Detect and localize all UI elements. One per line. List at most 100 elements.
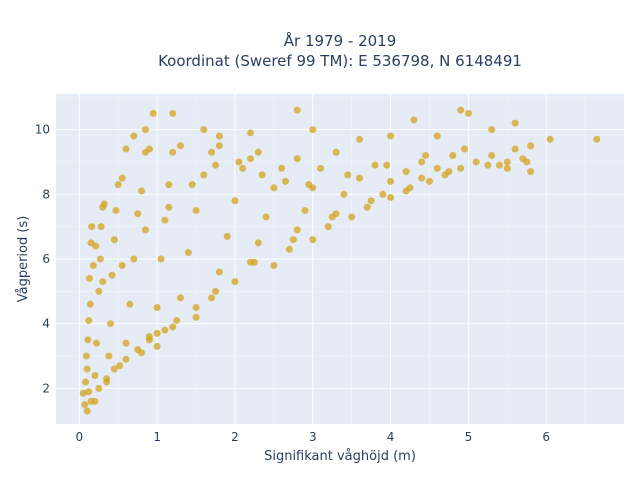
data-point-0-104 <box>247 129 255 137</box>
data-point-0-98 <box>130 132 138 140</box>
data-point-0-125 <box>87 397 95 405</box>
data-point-0-82 <box>402 168 410 176</box>
data-point-0-11 <box>92 339 100 347</box>
data-point-0-155 <box>305 181 313 189</box>
data-point-0-20 <box>108 271 116 279</box>
data-point-0-18 <box>105 352 113 360</box>
data-point-0-93 <box>488 151 496 159</box>
data-point-0-16 <box>100 200 108 208</box>
data-point-0-56 <box>247 155 255 163</box>
data-point-0-95 <box>503 164 511 172</box>
data-point-0-88 <box>449 151 457 159</box>
data-point-0-66 <box>285 245 293 253</box>
data-point-0-78 <box>348 213 356 221</box>
data-point-0-6 <box>85 274 93 282</box>
data-point-0-138 <box>484 161 492 169</box>
data-point-0-13 <box>96 255 104 263</box>
data-point-0-58 <box>231 278 239 286</box>
data-point-0-0 <box>79 389 87 397</box>
data-point-0-24 <box>118 174 126 182</box>
x-tick-label-1: 1 <box>153 430 161 444</box>
data-point-0-159 <box>460 145 468 153</box>
data-point-0-49 <box>215 142 223 150</box>
data-point-0-92 <box>472 158 480 166</box>
data-point-0-53 <box>223 232 231 240</box>
data-point-0-62 <box>270 184 278 192</box>
x-tick-label-0: 0 <box>76 430 84 444</box>
data-point-0-71 <box>332 148 340 156</box>
data-point-0-12 <box>95 287 103 295</box>
data-point-0-8 <box>88 223 96 231</box>
data-point-0-116 <box>546 135 554 143</box>
data-point-0-31 <box>138 187 146 195</box>
data-point-0-156 <box>344 171 352 179</box>
chart-title-line-1: År 1979 - 2019 <box>284 31 397 50</box>
data-point-0-102 <box>200 126 208 134</box>
data-point-0-36 <box>153 304 161 312</box>
data-point-0-43 <box>169 323 177 331</box>
data-point-0-87 <box>433 164 441 172</box>
data-point-0-14 <box>97 223 105 231</box>
data-point-0-89 <box>425 177 433 185</box>
data-point-0-54 <box>231 197 239 205</box>
data-point-0-147 <box>118 261 126 269</box>
data-point-0-139 <box>523 158 531 166</box>
y-tick-label-4: 10 <box>35 123 50 137</box>
data-point-0-130 <box>192 304 200 312</box>
chart-title-line-2: Koordinat (Sweref 99 TM): E 536798, N 61… <box>158 52 522 70</box>
data-point-0-1 <box>81 401 89 409</box>
data-point-0-118 <box>496 161 504 169</box>
data-point-0-115 <box>527 142 535 150</box>
data-point-0-103 <box>215 132 223 140</box>
data-point-0-72 <box>309 236 317 244</box>
y-tick-labels: 2 4 6 8 10 <box>35 123 50 396</box>
data-point-0-5 <box>85 316 93 324</box>
data-point-0-154 <box>282 177 290 185</box>
data-point-0-3 <box>85 388 93 396</box>
data-point-0-37 <box>157 255 165 263</box>
data-point-0-148 <box>141 226 149 234</box>
data-point-0-157 <box>383 161 391 169</box>
data-point-0-150 <box>188 181 196 189</box>
data-point-0-40 <box>169 148 177 156</box>
data-point-0-26 <box>116 362 124 370</box>
data-point-0-112 <box>464 109 472 117</box>
data-point-0-106 <box>309 126 317 134</box>
data-point-0-142 <box>84 336 92 344</box>
x-tick-label-2: 2 <box>231 430 239 444</box>
data-point-0-2 <box>83 407 91 415</box>
data-point-0-21 <box>110 236 118 244</box>
data-point-0-111 <box>457 106 465 114</box>
data-point-0-61 <box>262 213 270 221</box>
data-point-0-73 <box>324 223 332 231</box>
data-point-0-97 <box>527 168 535 176</box>
data-point-0-133 <box>289 236 297 244</box>
data-point-0-128 <box>153 329 161 337</box>
data-point-0-46 <box>192 206 200 214</box>
data-point-0-110 <box>433 132 441 140</box>
data-point-0-151 <box>212 161 220 169</box>
data-point-0-30 <box>134 210 142 218</box>
y-tick-label-0: 2 <box>42 381 50 395</box>
data-point-0-153 <box>258 171 266 179</box>
data-point-0-120 <box>145 336 153 344</box>
data-point-0-99 <box>141 126 149 134</box>
x-tick-label-5: 5 <box>465 430 473 444</box>
data-point-0-127 <box>134 346 142 354</box>
data-point-0-19 <box>106 320 114 328</box>
grid-lines <box>56 94 624 424</box>
data-point-0-124 <box>95 384 103 392</box>
data-point-0-107 <box>355 135 363 143</box>
y-tick-label-2: 6 <box>42 252 50 266</box>
data-point-0-29 <box>130 255 138 263</box>
data-point-0-23 <box>114 181 122 189</box>
data-point-0-51 <box>208 294 216 302</box>
data-point-0-119 <box>511 145 519 153</box>
x-tick-label-3: 3 <box>309 430 317 444</box>
data-point-0-114 <box>511 119 519 127</box>
data-point-0-126 <box>110 365 118 373</box>
data-point-0-149 <box>165 203 173 211</box>
data-point-0-76 <box>355 174 363 182</box>
data-point-0-86 <box>418 174 426 182</box>
data-point-0-42 <box>153 342 161 350</box>
